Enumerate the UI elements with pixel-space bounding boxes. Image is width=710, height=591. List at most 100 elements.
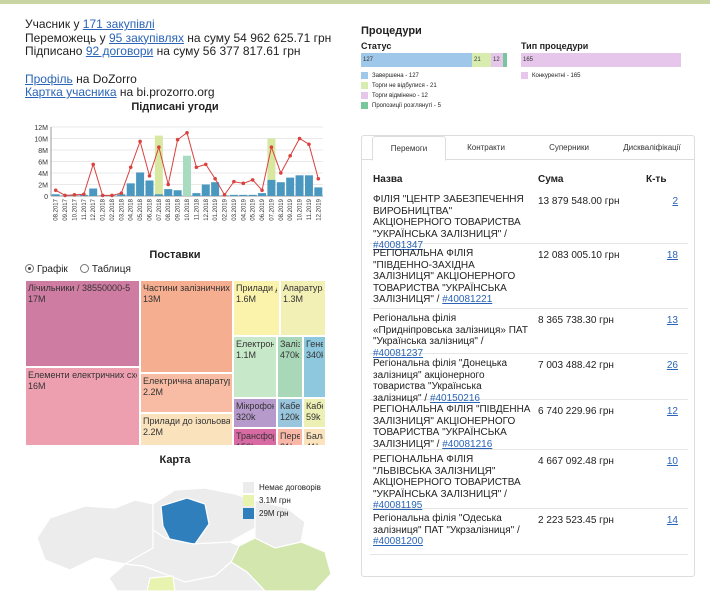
trend-point[interactable] bbox=[147, 174, 152, 178]
winner-code-link[interactable]: #40081200 bbox=[373, 536, 424, 547]
bar[interactable] bbox=[145, 180, 154, 196]
winner-code-link[interactable]: #40081221 bbox=[442, 294, 493, 305]
winner-code-link[interactable]: #40081216 bbox=[442, 438, 493, 450]
trend-point[interactable] bbox=[72, 193, 77, 197]
trend-point[interactable] bbox=[250, 178, 255, 182]
trend-point[interactable] bbox=[203, 162, 208, 167]
trend-point[interactable] bbox=[260, 188, 264, 193]
bar[interactable] bbox=[192, 193, 201, 196]
trend-point[interactable] bbox=[175, 137, 180, 142]
profile-link[interactable]: Профіль bbox=[25, 71, 73, 86]
trend-point[interactable] bbox=[241, 181, 246, 186]
participant-card-link[interactable]: Картка учасника bbox=[25, 85, 117, 99]
bar[interactable] bbox=[136, 172, 145, 196]
bar[interactable] bbox=[201, 184, 210, 197]
winner-count-link[interactable]: 18 bbox=[666, 250, 678, 261]
trend-point[interactable] bbox=[194, 165, 199, 170]
radio-table[interactable] bbox=[79, 264, 89, 273]
treemap-tile[interactable]: Кабе 120k bbox=[277, 398, 303, 428]
map-region-south[interactable] bbox=[108, 561, 266, 591]
trend-point[interactable] bbox=[63, 193, 67, 198]
trend-point[interactable] bbox=[53, 188, 58, 193]
bar[interactable] bbox=[117, 194, 126, 196]
trend-point[interactable] bbox=[222, 193, 227, 197]
treemap-tile[interactable]: Прилади до ізольовани2.2M bbox=[140, 413, 233, 446]
radio-chart[interactable] bbox=[25, 264, 34, 273]
bar[interactable] bbox=[164, 189, 173, 196]
tab-competitors[interactable]: Суперники bbox=[549, 143, 589, 152]
trend-point[interactable] bbox=[166, 182, 171, 187]
bar[interactable] bbox=[286, 177, 295, 196]
tab-contracts[interactable]: Контракти bbox=[467, 143, 505, 152]
trend-point[interactable] bbox=[119, 191, 124, 195]
bar-highlight[interactable] bbox=[154, 135, 163, 196]
trend-point[interactable] bbox=[278, 171, 283, 175]
winner-code-link[interactable]: #40081237 bbox=[373, 347, 424, 359]
status-segment[interactable]: 127 bbox=[361, 53, 472, 67]
bar[interactable] bbox=[183, 155, 191, 196]
trend-point[interactable] bbox=[269, 145, 274, 149]
trend-point[interactable] bbox=[316, 176, 321, 181]
map-region-kyiv[interactable] bbox=[160, 497, 210, 545]
treemap-tile[interactable]: Трансфор150k bbox=[233, 428, 277, 446]
treemap-tile[interactable]: Мікрофони320k bbox=[233, 398, 277, 428]
bar[interactable] bbox=[173, 190, 182, 196]
status-segment[interactable] bbox=[503, 53, 507, 67]
bar[interactable] bbox=[276, 182, 285, 196]
status-segment[interactable]: 21 bbox=[472, 53, 491, 67]
winner-count-link[interactable]: 2 bbox=[672, 196, 678, 207]
trend-point[interactable] bbox=[157, 145, 161, 149]
winner-count-link[interactable]: 26 bbox=[666, 360, 678, 371]
bar[interactable] bbox=[154, 194, 163, 196]
winner-code-link[interactable]: #40150216 bbox=[429, 392, 480, 404]
bar[interactable] bbox=[51, 194, 60, 196]
trend-point[interactable] bbox=[82, 192, 86, 197]
winner-code-link[interactable]: #40081195 bbox=[373, 500, 423, 511]
treemap-tile[interactable]: Частини залізничних або13M bbox=[140, 280, 233, 373]
bar[interactable] bbox=[248, 194, 257, 196]
treemap-tile[interactable]: Прилади дл1.6M bbox=[233, 280, 280, 336]
treemap-tile[interactable]: Лічильники / 38550000-5 17M bbox=[25, 280, 140, 367]
bar[interactable] bbox=[267, 179, 276, 196]
trend-point[interactable] bbox=[185, 130, 189, 135]
bar-highlight[interactable] bbox=[267, 138, 276, 197]
bar[interactable] bbox=[295, 175, 304, 196]
trend-point[interactable] bbox=[110, 193, 114, 198]
treemap-tile[interactable]: Електронн1.1M bbox=[233, 336, 277, 398]
treemap-tile[interactable]: Генер340k bbox=[303, 336, 326, 398]
trend-point[interactable] bbox=[91, 162, 96, 167]
bar[interactable] bbox=[126, 183, 135, 196]
trend-point[interactable] bbox=[128, 165, 133, 170]
treemap-tile[interactable]: Апаратура 1.3M bbox=[280, 280, 326, 336]
treemap-tile[interactable]: Кабе59k bbox=[303, 398, 326, 428]
trend-point[interactable] bbox=[213, 176, 217, 181]
treemap-tile[interactable]: Залізн470k bbox=[277, 336, 303, 398]
bar[interactable] bbox=[258, 193, 267, 196]
winner-code-link[interactable]: #40081347 bbox=[373, 240, 424, 251]
trend-point[interactable] bbox=[100, 193, 105, 198]
bar[interactable] bbox=[229, 194, 238, 196]
bar[interactable] bbox=[211, 182, 220, 196]
contracts-link[interactable]: 92 договори bbox=[85, 44, 154, 58]
winner-count-link[interactable]: 12 bbox=[666, 406, 678, 417]
tenders-link[interactable]: 171 закупівлі bbox=[82, 17, 155, 31]
trend-point[interactable] bbox=[307, 142, 311, 147]
trend-point[interactable] bbox=[297, 136, 302, 141]
treemap-tile[interactable]: Бала41k bbox=[303, 428, 326, 446]
trend-point[interactable] bbox=[232, 179, 236, 184]
winner-count-link[interactable]: 10 bbox=[666, 456, 678, 467]
treemap-tile[interactable]: Електрична апаратура д2.2M bbox=[140, 373, 233, 413]
tab-wins[interactable]: Перемоги bbox=[372, 136, 446, 161]
view-chart-option[interactable]: Графік bbox=[25, 264, 68, 275]
trend-point[interactable] bbox=[138, 139, 142, 144]
map-region-south-west[interactable] bbox=[146, 575, 176, 591]
status-segment[interactable]: 12 bbox=[491, 53, 503, 67]
winner-count-link[interactable]: 14 bbox=[666, 515, 678, 526]
view-table-option[interactable]: Таблиця bbox=[79, 264, 131, 275]
bar[interactable] bbox=[239, 194, 248, 196]
bar[interactable] bbox=[89, 188, 98, 196]
winner-count-link[interactable]: 13 bbox=[666, 315, 678, 326]
trend-point[interactable] bbox=[288, 153, 292, 158]
type-segment[interactable]: 165 bbox=[521, 53, 681, 67]
tab-disqualifications[interactable]: Дискваліфікації bbox=[623, 143, 681, 152]
